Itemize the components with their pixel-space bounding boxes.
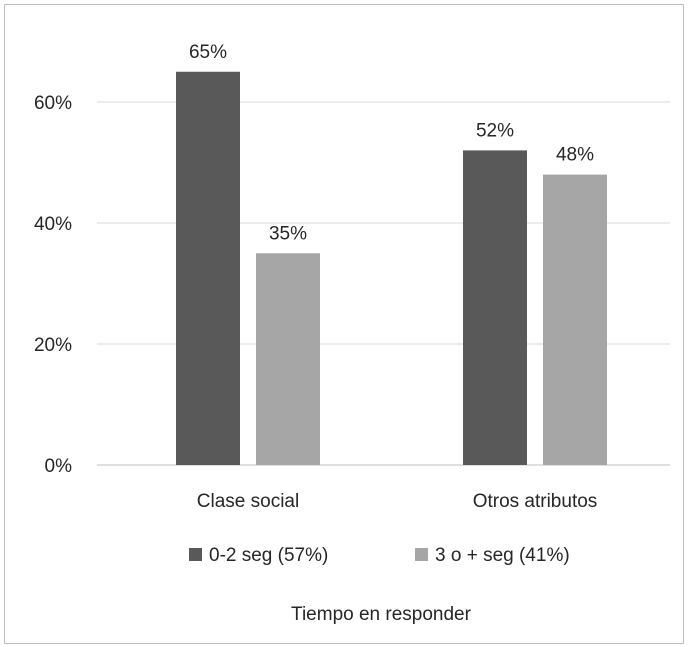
data-label: 48% — [556, 145, 594, 166]
y-tick-label: 40% — [34, 214, 72, 235]
y-tick-label: 60% — [34, 93, 72, 114]
data-label: 65% — [189, 42, 227, 63]
category-label: Clase social — [197, 491, 299, 512]
data-label: 35% — [269, 223, 307, 244]
category-labels: Clase social Otros atributos — [197, 491, 598, 512]
legend-swatch — [189, 548, 202, 561]
bar-series1-otros-atributos — [463, 150, 527, 465]
bar-series2-otros-atributos — [543, 174, 607, 465]
bars — [176, 71, 607, 465]
category-label: Otros atributos — [473, 491, 598, 512]
legend-swatch — [415, 548, 428, 561]
legend-label: 3 o + seg (41%) — [435, 545, 570, 566]
bar-series2-clase-social — [256, 253, 320, 465]
y-tick-label: 20% — [34, 335, 72, 356]
legend-label: 0-2 seg (57%) — [209, 545, 328, 566]
data-label: 52% — [476, 120, 514, 141]
x-axis-title: Tiempo en responder — [291, 604, 472, 625]
legend: 0-2 seg (57%) 3 o + seg (41%) — [189, 545, 570, 566]
y-axis-ticks: 0% 20% 40% 60% — [34, 93, 72, 477]
data-labels: 65% 35% 52% 48% — [189, 42, 594, 245]
y-tick-label: 0% — [45, 456, 73, 477]
bar-series1-clase-social — [176, 71, 240, 465]
